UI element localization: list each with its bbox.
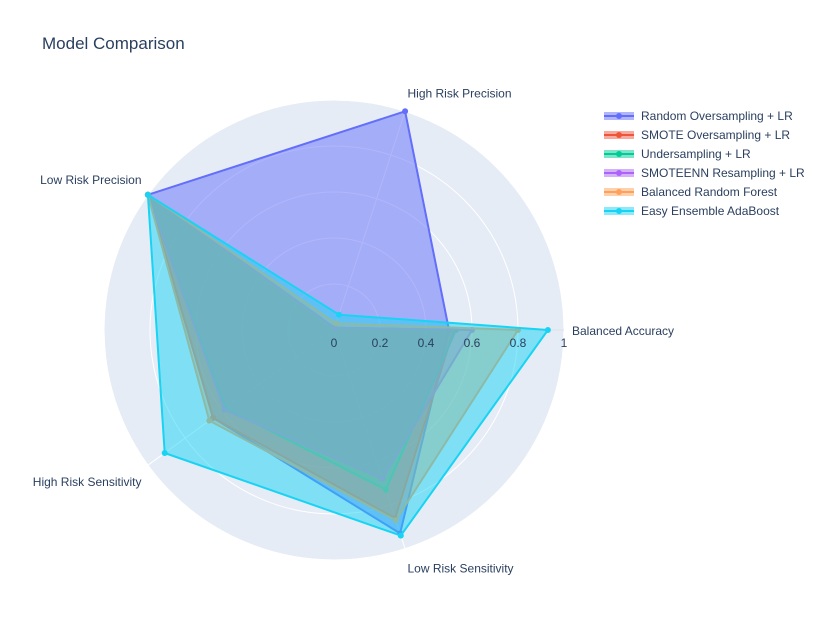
series-area[interactable] (146, 193, 549, 537)
axis-label: Low Risk Sensitivity (408, 561, 514, 575)
radial-tick-label: 0.6 (464, 336, 481, 350)
legend-item[interactable]: Easy Ensemble AdaBoost (604, 201, 805, 220)
radial-tick-label: 0.8 (510, 336, 527, 350)
legend-item[interactable]: SMOTE Oversampling + LR (604, 125, 805, 144)
legend-swatch (604, 166, 634, 180)
axis-label: High Risk Precision (408, 87, 512, 101)
legend-item[interactable]: Random Oversampling + LR (604, 106, 805, 125)
axis-label: High Risk Sensitivity (33, 475, 142, 489)
data-point[interactable] (544, 327, 551, 333)
radial-tick-label: 1 (561, 336, 568, 350)
data-point[interactable] (402, 108, 409, 115)
legend: Random Oversampling + LR SMOTE Oversampli… (604, 106, 805, 220)
legend-label: Random Oversampling + LR (641, 108, 793, 123)
legend-item[interactable]: SMOTEENN Resampling + LR (604, 163, 805, 182)
legend-item[interactable]: Undersampling + LR (604, 144, 805, 163)
axis-label: Low Risk Precision (40, 173, 141, 187)
legend-label: Undersampling + LR (641, 146, 751, 161)
radar-labels: 0 0.2 0.4 0.6 0.8 1 Balanced Accuracy High Risk… (33, 87, 674, 576)
legend-swatch (604, 128, 634, 142)
series-5[interactable] (144, 191, 551, 539)
data-point[interactable] (161, 450, 168, 456)
data-point[interactable] (397, 532, 404, 539)
radar-series (144, 108, 551, 539)
chart-title: Model Comparison (42, 34, 185, 53)
radial-tick-label: 0 (331, 336, 338, 350)
legend-swatch (604, 109, 634, 123)
legend-swatch (604, 185, 634, 199)
radial-tick-label: 0.2 (372, 336, 389, 350)
data-point[interactable] (144, 191, 151, 198)
legend-label: Balanced Random Forest (641, 184, 778, 199)
legend-item[interactable]: Balanced Random Forest (604, 182, 805, 201)
legend-label: SMOTEENN Resampling + LR (641, 165, 805, 180)
legend-swatch (604, 147, 634, 161)
legend-label: Easy Ensemble AdaBoost (641, 203, 780, 218)
legend-label: SMOTE Oversampling + LR (641, 127, 791, 142)
data-point[interactable] (336, 311, 342, 318)
radial-tick-label: 0.4 (418, 336, 435, 350)
legend-swatch (604, 204, 634, 218)
axis-label: Balanced Accuracy (572, 324, 674, 338)
